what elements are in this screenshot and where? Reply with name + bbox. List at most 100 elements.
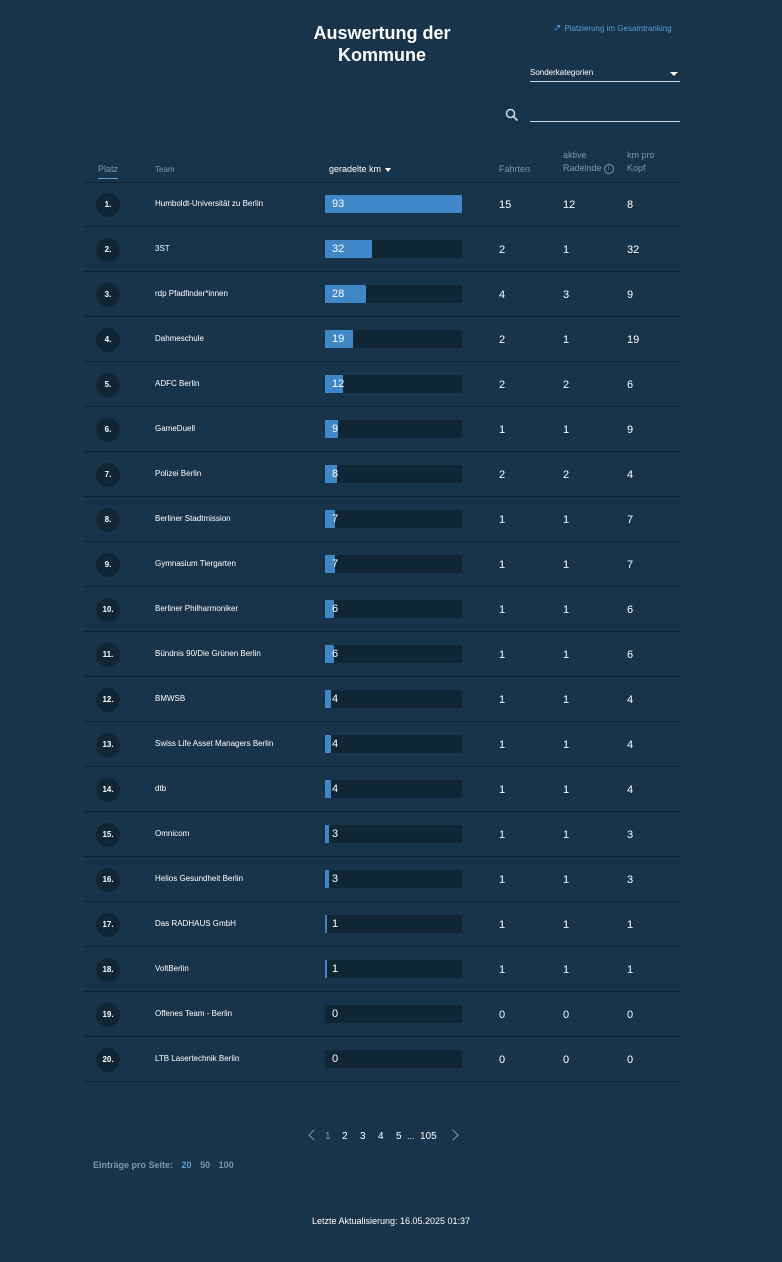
km-bar-fill bbox=[325, 690, 331, 708]
team-name[interactable]: ADFC Berlin bbox=[155, 379, 200, 388]
km-value: 6 bbox=[332, 603, 339, 615]
chevron-right-icon[interactable] bbox=[447, 1129, 459, 1141]
km-pro-kopf-value: 4 bbox=[627, 784, 634, 796]
table-row: 5. ADFC Berlin 12 2 2 6 bbox=[84, 362, 680, 407]
fahrten-value: 2 bbox=[499, 334, 506, 346]
category-select[interactable]: Sonderkategorien bbox=[530, 66, 680, 82]
fahrten-value: 1 bbox=[499, 739, 506, 751]
table-row: 20. LTB Lasertechnik Berlin 0 0 0 0 bbox=[84, 1037, 680, 1082]
team-name[interactable]: Helios Gesundheit Berlin bbox=[155, 874, 244, 883]
column-header-aktive-line1: aktive bbox=[563, 150, 587, 160]
km-value: 0 bbox=[332, 1053, 339, 1065]
team-name[interactable]: GameDuell bbox=[155, 424, 196, 433]
per-page-option-20[interactable]: 20 bbox=[181, 1160, 192, 1170]
team-name[interactable]: Polizei Berlin bbox=[155, 469, 202, 478]
km-bar: 4 bbox=[325, 735, 462, 753]
chevron-left-icon[interactable] bbox=[308, 1129, 320, 1141]
aktive-radelnde-value: 1 bbox=[563, 334, 570, 346]
km-value: 4 bbox=[332, 693, 339, 705]
column-header-aktive[interactable]: aktive Radelnde i bbox=[563, 149, 614, 175]
table-row: 3. rdp Pfadfinder*innen 28 4 3 9 bbox=[84, 272, 680, 317]
fahrten-value: 1 bbox=[499, 649, 506, 661]
aktive-radelnde-value: 1 bbox=[563, 514, 570, 526]
team-name[interactable]: Humboldt-Universität zu Berlin bbox=[155, 199, 264, 208]
column-header-platz[interactable]: Platz bbox=[98, 163, 119, 179]
aktive-radelnde-value: 2 bbox=[563, 469, 570, 481]
team-name[interactable]: Omnicom bbox=[155, 829, 190, 838]
table-row: 11. Bündnis 90/Die Grünen Berlin 6 1 1 6 bbox=[84, 632, 680, 677]
page-2[interactable]: 2 bbox=[342, 1131, 348, 1142]
team-name[interactable]: Offenes Team - Berlin bbox=[155, 1009, 233, 1018]
km-bar: 7 bbox=[325, 510, 462, 528]
km-bar-fill bbox=[325, 285, 366, 303]
page-4[interactable]: 4 bbox=[378, 1131, 384, 1142]
team-name[interactable]: Gymnasium Tiergarten bbox=[155, 559, 236, 568]
km-pro-kopf-value: 3 bbox=[627, 874, 634, 886]
km-bar-fill bbox=[325, 780, 331, 798]
km-bar: 1 bbox=[325, 915, 462, 933]
rank-badge: 5. bbox=[96, 373, 120, 397]
page-last[interactable]: 105 bbox=[420, 1131, 437, 1142]
column-header-km[interactable]: geradelte km bbox=[329, 163, 392, 176]
km-bar: 3 bbox=[325, 870, 462, 888]
page-5[interactable]: 5 bbox=[396, 1131, 402, 1142]
fahrten-value: 1 bbox=[499, 604, 506, 616]
team-name[interactable]: Berliner Philharmoniker bbox=[155, 604, 239, 613]
table-row: 12. BMWSB 4 1 1 4 bbox=[84, 677, 680, 722]
team-name[interactable]: LTB Lasertechnik Berlin bbox=[155, 1054, 240, 1063]
entries-per-page: Einträge pro Seite: 20 50 100 bbox=[93, 1160, 234, 1170]
overall-ranking-link[interactable]: ↗ Platzierung im Gesamtranking bbox=[553, 23, 672, 34]
km-value: 6 bbox=[332, 648, 339, 660]
table-header: Platz Team geradelte km Fahrten aktive Ra… bbox=[84, 140, 680, 183]
km-pro-kopf-value: 4 bbox=[627, 739, 634, 751]
team-name[interactable]: Bündnis 90/Die Grünen Berlin bbox=[155, 649, 261, 658]
ranking-table-body: 1. Humboldt-Universität zu Berlin 93 15 12 8 2… bbox=[84, 182, 680, 1082]
km-bar: 4 bbox=[325, 780, 462, 798]
km-value: 7 bbox=[332, 513, 339, 525]
column-header-team[interactable]: Team bbox=[155, 165, 175, 174]
page-1[interactable]: 1 bbox=[325, 1131, 331, 1142]
aktive-radelnde-value: 1 bbox=[563, 739, 570, 751]
arrow-up-right-icon: ↗ bbox=[553, 23, 562, 34]
team-name[interactable]: dtb bbox=[155, 784, 167, 793]
km-value: 9 bbox=[332, 423, 339, 435]
team-name[interactable]: Berliner Stadtmission bbox=[155, 514, 231, 523]
team-name[interactable]: BMWSB bbox=[155, 694, 186, 703]
per-page-option-50[interactable]: 50 bbox=[200, 1160, 211, 1170]
km-bar: 6 bbox=[325, 645, 462, 663]
km-pro-kopf-value: 9 bbox=[627, 289, 634, 301]
page-3[interactable]: 3 bbox=[360, 1131, 366, 1142]
rank-badge: 13. bbox=[96, 733, 120, 757]
rank-badge: 12. bbox=[96, 688, 120, 712]
km-bar-fill bbox=[325, 240, 372, 258]
team-name[interactable]: 3ST bbox=[155, 244, 170, 253]
rank-badge: 4. bbox=[96, 328, 120, 352]
fahrten-value: 1 bbox=[499, 559, 506, 571]
fahrten-value: 1 bbox=[499, 964, 506, 976]
info-icon[interactable]: i bbox=[603, 163, 614, 174]
table-row: 1. Humboldt-Universität zu Berlin 93 15 12 8 bbox=[84, 182, 680, 227]
km-bar: 12 bbox=[325, 375, 462, 393]
entries-per-page-label: Einträge pro Seite: bbox=[93, 1160, 174, 1170]
km-pro-kopf-value: 1 bbox=[627, 919, 634, 931]
column-header-km-label: geradelte km bbox=[329, 164, 382, 174]
team-name[interactable]: VoltBerlin bbox=[155, 964, 189, 973]
fahrten-value: 2 bbox=[499, 379, 506, 391]
column-header-km-pro-kopf[interactable]: km pro Kopf bbox=[627, 149, 655, 175]
column-header-aktive-line2: Radelnde bbox=[563, 163, 602, 173]
aktive-radelnde-value: 1 bbox=[563, 964, 570, 976]
column-header-fahrten[interactable]: Fahrten bbox=[499, 164, 531, 174]
km-pro-kopf-value: 1 bbox=[627, 964, 634, 976]
per-page-option-100[interactable]: 100 bbox=[218, 1160, 234, 1170]
aktive-radelnde-value: 1 bbox=[563, 829, 570, 841]
team-name[interactable]: Swiss Life Asset Managers Berlin bbox=[155, 739, 274, 748]
fahrten-value: 0 bbox=[499, 1009, 506, 1021]
table-row: 16. Helios Gesundheit Berlin 3 1 1 3 bbox=[84, 857, 680, 902]
km-pro-kopf-value: 4 bbox=[627, 469, 634, 481]
team-name[interactable]: rdp Pfadfinder*innen bbox=[155, 289, 228, 298]
km-bar: 8 bbox=[325, 465, 462, 483]
team-name[interactable]: Das RADHAUS GmbH bbox=[155, 919, 236, 928]
team-name[interactable]: Dahmeschule bbox=[155, 334, 204, 343]
km-bar: 93 bbox=[325, 195, 462, 213]
search-input[interactable] bbox=[530, 106, 680, 122]
